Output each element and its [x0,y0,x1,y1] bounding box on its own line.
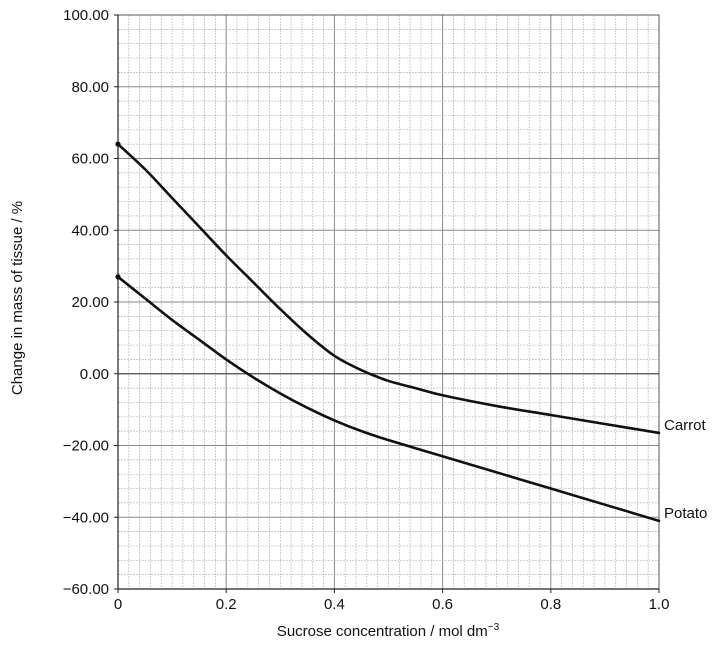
x-tick-label: 0.8 [540,596,561,613]
x-tick-label: 0.4 [324,596,345,613]
x-tick-label: 0.2 [216,596,237,613]
y-tick-label: −40.00 [63,509,109,526]
grid [117,14,660,590]
y-tick-label: 40.00 [71,222,109,239]
x-tick-label: 1.0 [649,596,670,613]
x-tick-label: 0.6 [432,596,453,613]
carrot-start-point [115,141,121,147]
potato-series-line [116,275,661,523]
series-lines: Carrot Potato [115,141,707,523]
carrot-series-line [116,142,661,435]
y-tick-label: 80.00 [71,79,109,96]
potato-start-point [115,274,121,280]
y-tick-label: 60.00 [71,151,109,168]
x-tick-label: 0 [114,596,122,613]
y-tick-label: 100.00 [63,7,109,24]
carrot-series-label: Carrot [664,417,707,434]
tick-labels: 100.00 80.00 60.00 40.00 20.00 0.00 −20.00 −40.… [63,7,670,613]
y-tick-label: −20.00 [63,438,109,455]
y-tick-label: −60.00 [63,581,109,598]
y-axis-title: Change in mass of tissue / % [9,201,26,395]
x-axis-title: Sucrose concentration / mol dm−3 [277,622,500,640]
y-tick-label: 20.00 [71,294,109,311]
x-axis-title-superscript: −3 [488,622,500,633]
y-tick-label: 0.00 [80,366,109,383]
potato-series-label: Potato [664,505,707,522]
